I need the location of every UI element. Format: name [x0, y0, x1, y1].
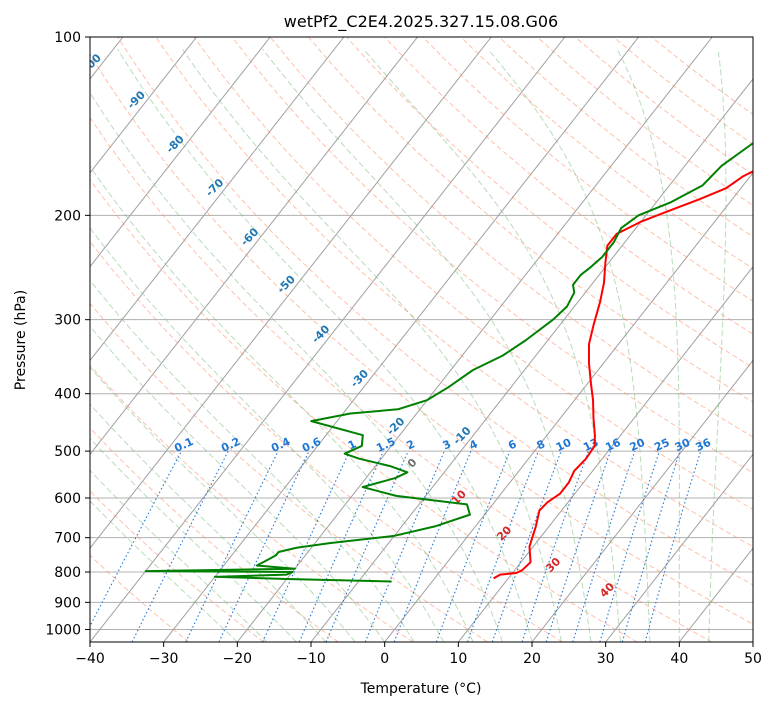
mixing-ratio-line	[466, 450, 539, 642]
mixing-ratio-line	[545, 450, 612, 642]
temperature-profile-line	[493, 170, 753, 580]
y-tick-label: 1000	[45, 622, 81, 638]
moist-adiabat-line	[90, 91, 504, 642]
moist-adiabat-line	[90, 165, 474, 642]
chart-title: wetPf2_C2E4.2025.327.15.08.G06	[284, 12, 558, 32]
mixing-ratio-label: 25	[652, 436, 671, 454]
y-tick-label: 800	[54, 565, 81, 581]
y-tick-label: 900	[54, 595, 81, 611]
y-axis-title: Pressure (hPa)	[13, 290, 29, 390]
dry-adiabat-line	[90, 490, 264, 642]
mixing-ratio-line	[364, 450, 445, 642]
x-tick-label: 50	[744, 651, 762, 667]
dry-adiabat-line	[193, 37, 753, 510]
isotherm-line	[163, 37, 639, 642]
isotherm-line	[90, 37, 418, 456]
moist-adiabat-line	[90, 366, 356, 642]
plot-clip-group: 0.10.20.40.611.52346810131620253036-100-…	[90, 37, 753, 642]
dry-adiabat-line	[90, 240, 563, 642]
mixing-ratio-label: 16	[603, 436, 623, 454]
mixing-ratio-line	[521, 450, 589, 642]
dry-adiabat-line	[90, 364, 414, 642]
dry-adiabat-line	[90, 302, 488, 642]
mixing-ratio-line	[435, 450, 511, 642]
mixing-ratio-line	[393, 450, 472, 642]
isotherm-line	[90, 37, 492, 549]
x-tick-label: 20	[523, 651, 541, 667]
mixing-ratio-line	[491, 450, 562, 642]
dry-adiabat-line	[90, 427, 339, 642]
dry-adiabat-line	[117, 37, 753, 586]
mixing-ratio-label: 10	[554, 436, 574, 454]
moist-adiabat-line	[617, 49, 680, 642]
y-tick-label: 300	[54, 313, 81, 329]
mixing-ratio-label: 30	[673, 436, 693, 454]
moist-adiabat-line	[90, 469, 268, 642]
x-tick-label: −40	[75, 651, 105, 667]
x-tick-label: −20	[223, 651, 253, 667]
isotherm-line	[384, 171, 753, 642]
y-tick-label: 700	[54, 531, 81, 547]
moist-adiabat-line	[182, 49, 562, 642]
moist-adiabat-line	[117, 49, 533, 642]
mixing-ratio-line	[644, 450, 702, 642]
dry-adiabat-line	[231, 37, 753, 474]
dry-adiabat-line	[90, 178, 638, 642]
y-tick-label: 200	[54, 208, 81, 224]
mixing-ratio-line	[572, 450, 636, 642]
isotherm-line	[605, 453, 753, 642]
mixing-ratio-label: 36	[694, 436, 714, 454]
mixing-ratio-line	[298, 450, 384, 642]
moist-adiabat-line	[90, 226, 445, 642]
x-tick-label: 10	[449, 651, 467, 667]
dry-adiabat-line	[346, 37, 753, 369]
y-tick-label: 500	[54, 444, 81, 460]
dry-adiabat-line	[155, 37, 753, 548]
mixing-ratio-line	[131, 450, 229, 642]
x-axis: −40 −30 −20 −10 0 10 20 30 40 50	[75, 642, 762, 667]
isotherm-line	[236, 37, 713, 642]
isotherm-line	[90, 37, 197, 174]
x-tick-label: 40	[670, 651, 688, 667]
plot-area: 0.10.20.40.611.52346810131620253036-100-…	[90, 37, 753, 642]
isotherm-line	[90, 37, 271, 268]
moist-adiabat-line	[487, 49, 651, 642]
mixing-ratio-line	[621, 450, 681, 642]
isotherm-line	[90, 37, 345, 362]
x-tick-label: −30	[149, 651, 179, 667]
moist-adiabat-line	[90, 403, 327, 642]
dry-adiabat-line	[90, 116, 712, 642]
mixing-ratio-line	[599, 450, 661, 642]
x-tick-label: −10	[296, 651, 326, 667]
isotherm-line	[90, 37, 566, 642]
moist-adiabat-line	[90, 325, 386, 642]
x-tick-label: 0	[380, 651, 389, 667]
dry-adiabat-line	[90, 554, 190, 642]
moist-adiabat-line	[90, 500, 238, 642]
dewpoint-profile-line	[144, 141, 753, 583]
mixing-ratio-label: 13	[581, 436, 600, 454]
x-tick-label: 30	[597, 651, 615, 667]
plot-frame	[89, 36, 754, 643]
moist-adiabat-line	[90, 279, 415, 642]
x-axis-title: Temperature (°C)	[360, 681, 482, 697]
y-tick-label: 400	[54, 387, 81, 403]
y-tick-label: 100	[54, 30, 81, 46]
moist-adiabat-line	[90, 437, 297, 642]
y-axis: 100 200 300 400 500 600 700 800 900 1000	[45, 30, 90, 638]
dry-adiabat-line	[307, 37, 753, 403]
moist-adiabat-line	[262, 49, 592, 642]
y-tick-label: 600	[54, 491, 81, 507]
mixing-ratio-label: 20	[628, 436, 648, 454]
isotherm-line	[531, 359, 753, 642]
moist-adiabat-line	[708, 49, 727, 642]
moist-adiabat-line	[363, 49, 621, 642]
